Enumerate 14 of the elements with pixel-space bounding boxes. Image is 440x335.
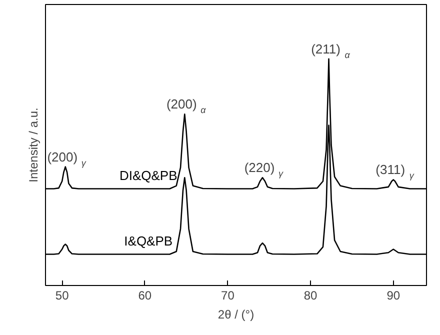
x-tick-label: 60 [138,288,152,302]
series-label: DI&Q&PB [119,168,178,184]
annotation: (311)γ [376,162,414,181]
annotation: (220)γ [244,160,284,179]
x-tick-label: 90 [386,288,400,302]
x-tick-label: 70 [221,288,235,302]
annotation: (211)α [311,41,351,60]
x-tick-label: 50 [55,288,70,302]
y-axis-title: Intensity / a.u. [26,108,40,182]
series-label: I&Q&PB [124,234,173,249]
x-axis-title: 2θ / (°) [218,308,254,322]
x-tick-label: 80 [304,288,318,302]
annotation: (200)α [166,96,207,116]
annotation: (200)γ [47,149,86,168]
